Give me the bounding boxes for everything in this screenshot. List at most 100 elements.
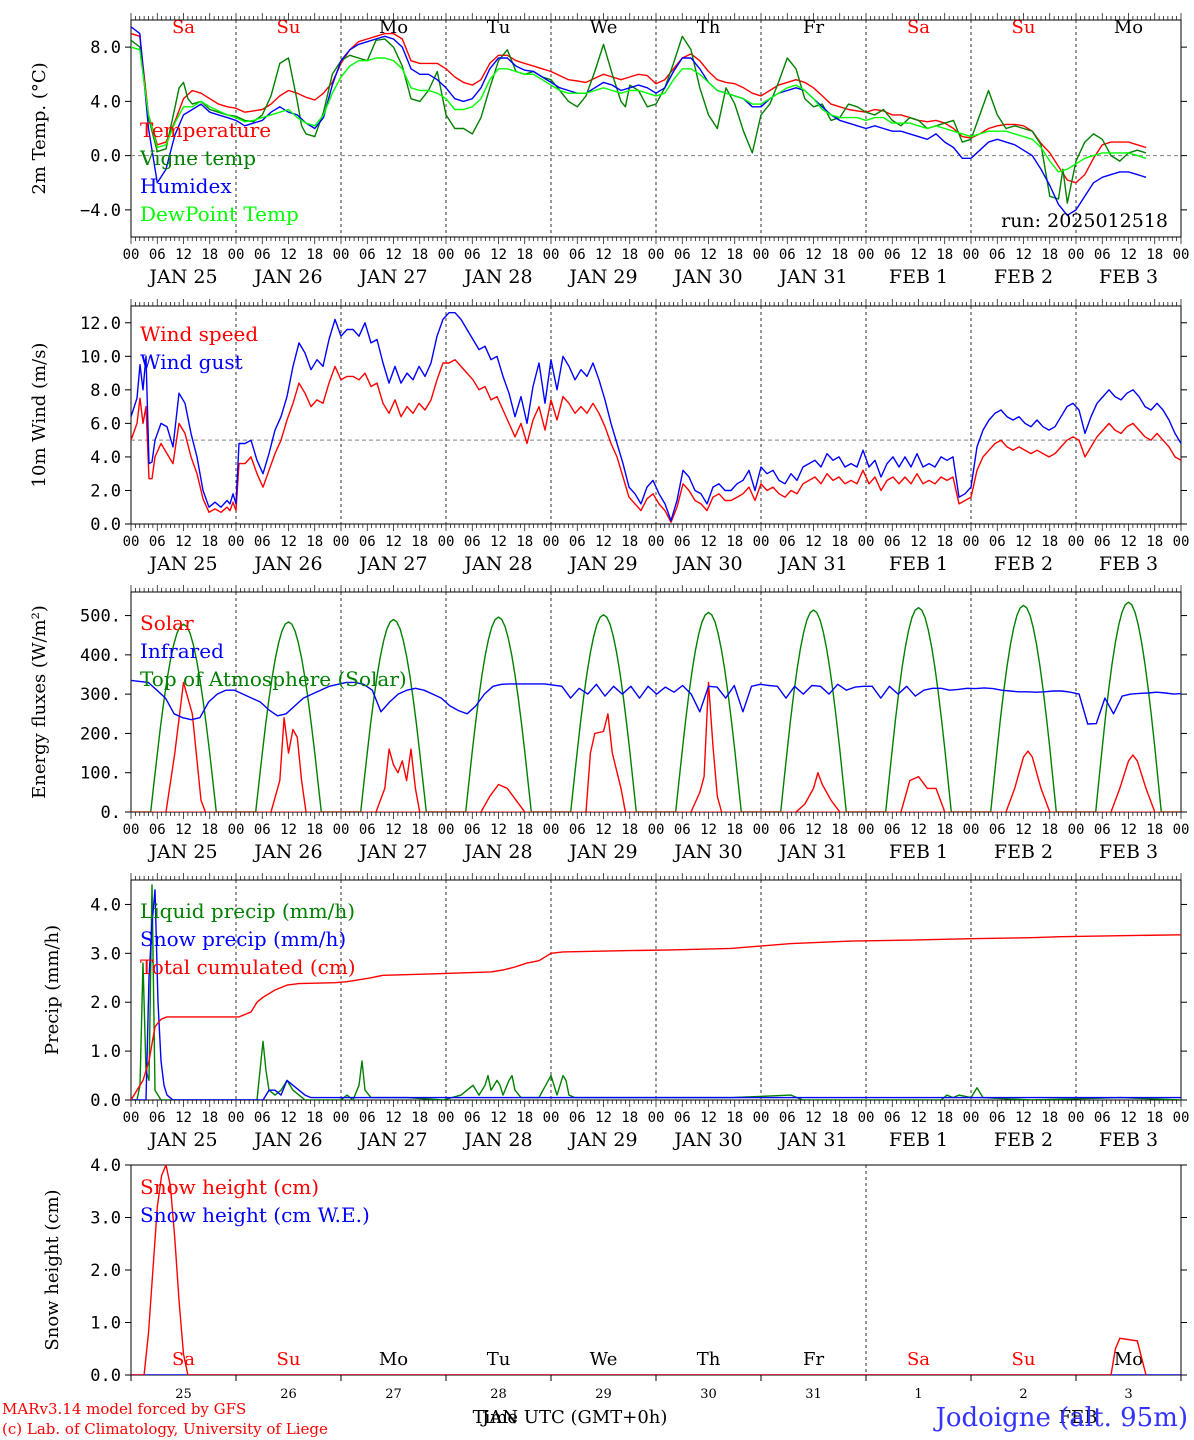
- hour-tick-label: 00: [543, 822, 560, 838]
- hour-tick-label: 12: [385, 534, 402, 550]
- hour-tick-label: 18: [726, 247, 743, 263]
- y-tick-label: 0.0: [90, 1091, 121, 1111]
- hour-tick-label: 18: [1041, 534, 1058, 550]
- hour-tick-label: 12: [805, 822, 822, 838]
- date-label: JAN 31: [777, 1129, 847, 1151]
- date-label: FEB 3: [1099, 266, 1158, 288]
- hour-tick-label: 18: [516, 534, 533, 550]
- hour-tick-label: 00: [1173, 247, 1190, 263]
- weekday-label: Tu: [487, 17, 511, 38]
- hour-tick-label: 06: [884, 534, 901, 550]
- legend-entry: Vigne temp: [139, 146, 256, 170]
- hour-tick-label: 00: [333, 247, 350, 263]
- hour-tick-label: 06: [149, 247, 166, 263]
- hour-tick-label: 12: [175, 1110, 192, 1126]
- hour-tick-label: 12: [490, 1110, 507, 1126]
- legend-entry: Wind speed: [140, 322, 258, 346]
- hour-tick-label: 06: [884, 247, 901, 263]
- hour-tick-label: 18: [516, 822, 533, 838]
- hour-tick-label: 06: [149, 534, 166, 550]
- solar-line: [480, 783, 526, 812]
- hour-tick-label: 18: [726, 822, 743, 838]
- weekday-label: Sa: [172, 1349, 195, 1370]
- hour-tick-label: 12: [805, 1110, 822, 1126]
- month-label-feb: FEB: [1059, 1407, 1098, 1428]
- hour-tick-label: 12: [595, 822, 612, 838]
- hour-tick-label: 00: [753, 1110, 770, 1126]
- hour-tick-label: 00: [123, 247, 140, 263]
- date-label: FEB 1: [889, 553, 948, 575]
- series-line-3: [131, 46, 1147, 173]
- y-tick-label: 10.0: [80, 347, 121, 367]
- y-tick-label: 100.: [80, 764, 121, 784]
- hour-tick-label: 12: [595, 1110, 612, 1126]
- y-axis-label: 10m Wind (m/s): [29, 343, 50, 488]
- legend-entry: Humidex: [140, 174, 232, 198]
- hour-tick-label: 06: [989, 1110, 1006, 1126]
- hour-tick-label: 00: [963, 1110, 980, 1126]
- date-label: FEB 2: [994, 841, 1053, 863]
- hour-tick-label: 00: [753, 534, 770, 550]
- date-label: FEB 1: [889, 841, 948, 863]
- hour-tick-label: 18: [831, 1110, 848, 1126]
- legend-entry: Wind gust: [140, 350, 243, 374]
- run-label: run: 2025012518: [1001, 210, 1168, 232]
- hour-tick-label: 00: [438, 534, 455, 550]
- hour-tick-label: 12: [175, 247, 192, 263]
- station-label: Jodoigne (alt. 95m): [932, 1403, 1188, 1433]
- weekday-label: We: [590, 17, 618, 38]
- day-number-label: 28: [490, 1387, 507, 1402]
- hour-tick-label: 18: [621, 822, 638, 838]
- hour-tick-label: 18: [936, 1110, 953, 1126]
- hour-tick-label: 06: [674, 247, 691, 263]
- hour-tick-label: 06: [989, 534, 1006, 550]
- hour-tick-label: 00: [1173, 822, 1190, 838]
- weekday-label: Sa: [907, 17, 930, 38]
- y-tick-label: 2.0: [90, 993, 121, 1013]
- hour-tick-label: 18: [201, 247, 218, 263]
- hour-tick-label: 12: [1015, 822, 1032, 838]
- y-tick-label: 2.0: [90, 481, 121, 501]
- hour-tick-label: 12: [910, 534, 927, 550]
- y-tick-label: 12.0: [80, 314, 121, 334]
- date-label: JAN 31: [777, 266, 847, 288]
- hour-tick-label: 06: [254, 822, 271, 838]
- hour-tick-label: 18: [1041, 247, 1058, 263]
- date-label: JAN 29: [567, 266, 637, 288]
- solar-line: [270, 717, 307, 812]
- hour-tick-label: 00: [123, 534, 140, 550]
- y-tick-label: 400.: [80, 646, 121, 666]
- hour-tick-label: 12: [385, 822, 402, 838]
- series-line-1: [131, 312, 1181, 522]
- hour-tick-label: 12: [280, 247, 297, 263]
- hour-tick-label: 06: [254, 534, 271, 550]
- weekday-label: Sa: [907, 1349, 930, 1370]
- y-tick-label: 2.0: [90, 1261, 121, 1281]
- y-axis-label: 2m Temp. (°C): [29, 62, 50, 194]
- date-label: JAN 30: [672, 553, 742, 575]
- hour-tick-label: 00: [228, 247, 245, 263]
- toa-solar-line: [761, 609, 866, 812]
- series-line-1: [131, 35, 1147, 204]
- hour-tick-label: 00: [858, 534, 875, 550]
- date-label: JAN 26: [252, 266, 322, 288]
- hour-tick-label: 00: [438, 822, 455, 838]
- y-tick-label: 300.: [80, 685, 121, 705]
- toa-solar-line: [341, 618, 446, 812]
- y-axis-label: Energy fluxes (W/m²): [29, 605, 50, 799]
- credit-line-1: MARv3.14 model forced by GFS: [2, 1400, 246, 1418]
- weekday-label: Th: [697, 17, 721, 38]
- hour-tick-label: 00: [1173, 1110, 1190, 1126]
- hour-tick-label: 00: [333, 534, 350, 550]
- day-number-label: 2: [1019, 1387, 1027, 1402]
- hour-tick-label: 00: [858, 822, 875, 838]
- snow-series-line: [131, 1165, 1147, 1375]
- hour-tick-label: 06: [569, 1110, 586, 1126]
- weekday-label: We: [590, 1349, 618, 1370]
- date-label: FEB 3: [1099, 1129, 1158, 1151]
- hour-tick-label: 12: [490, 822, 507, 838]
- hour-tick-label: 18: [1146, 1110, 1163, 1126]
- y-tick-label: 6.0: [90, 414, 121, 434]
- hour-tick-label: 06: [1094, 534, 1111, 550]
- date-label: FEB 2: [994, 553, 1053, 575]
